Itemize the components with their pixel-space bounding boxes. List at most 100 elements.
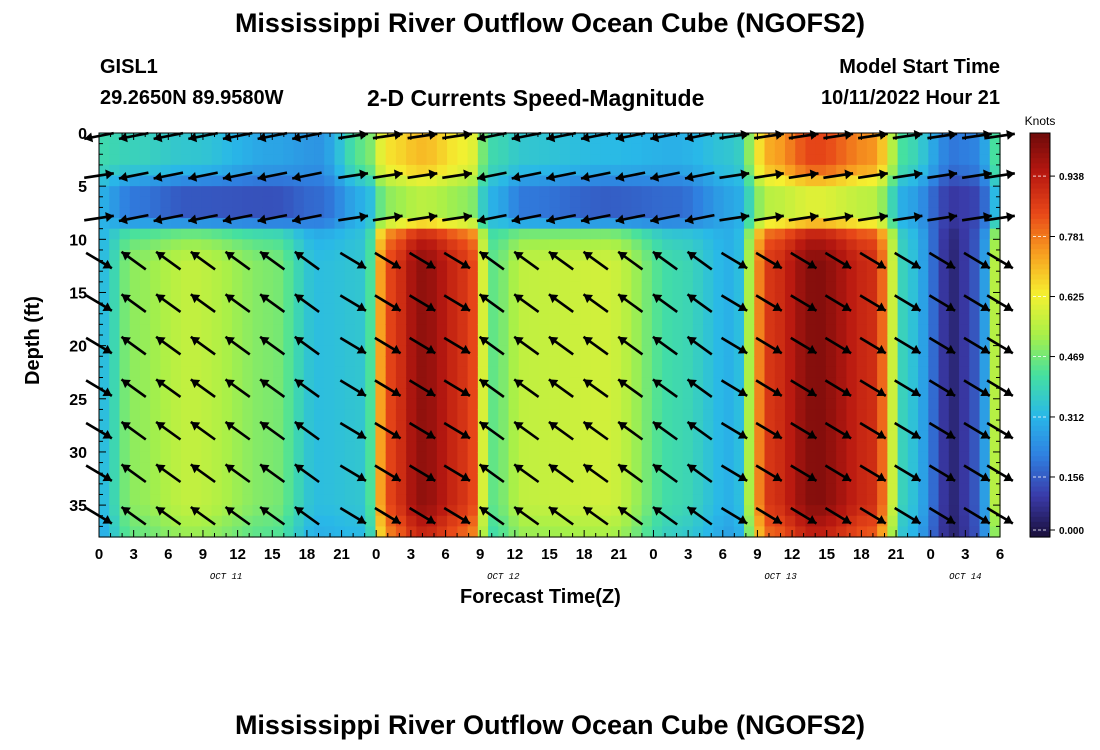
date-label: OCT 14 xyxy=(949,572,981,582)
heatmap-cell xyxy=(406,526,417,538)
heatmap-cell xyxy=(426,133,438,145)
heatmap-cell xyxy=(641,409,653,421)
heatmap-cell xyxy=(426,207,438,219)
heatmap-cell xyxy=(621,420,633,432)
heatmap-cell xyxy=(334,483,346,496)
heatmap-cell xyxy=(293,473,305,485)
heatmap-cell xyxy=(314,228,325,240)
heatmap-cell xyxy=(150,260,162,272)
heatmap-cell xyxy=(109,430,121,442)
heatmap-cell xyxy=(447,239,458,251)
heatmap-cell xyxy=(825,260,837,272)
heatmap-cell xyxy=(221,228,233,240)
heatmap-cell xyxy=(989,196,1001,209)
heatmap-cell xyxy=(293,451,305,464)
current-vector-arrow xyxy=(859,464,887,483)
heatmap-cell xyxy=(651,228,663,240)
heatmap-cell xyxy=(344,366,356,379)
current-vector-arrow xyxy=(374,251,402,270)
heatmap-cell xyxy=(170,324,182,336)
heatmap-cell xyxy=(139,228,151,240)
heatmap-cell xyxy=(477,345,489,357)
heatmap-cell xyxy=(856,345,868,357)
heatmap-cell xyxy=(529,409,540,421)
heatmap-cell xyxy=(406,398,417,411)
heatmap-cell xyxy=(897,356,909,368)
heatmap-cell xyxy=(160,366,172,379)
heatmap-cell xyxy=(928,260,940,272)
heatmap-cell xyxy=(621,505,633,517)
heatmap-cell xyxy=(948,228,960,240)
heatmap-cell xyxy=(252,207,264,219)
heatmap-cell xyxy=(150,186,162,198)
heatmap-cell xyxy=(334,324,346,336)
heatmap-cell xyxy=(641,313,653,325)
heatmap-cell xyxy=(744,515,755,527)
heatmap-cell xyxy=(242,409,254,421)
heatmap-cell xyxy=(825,218,837,230)
heatmap-cell xyxy=(631,292,643,304)
heatmap-cell xyxy=(887,143,899,155)
heatmap-cell xyxy=(416,483,428,496)
heatmap-cell xyxy=(580,281,592,294)
heatmap-cell xyxy=(713,313,725,325)
heatmap-cell xyxy=(641,303,653,315)
x-tick-label: 0 xyxy=(927,546,935,563)
heatmap-cell xyxy=(498,271,510,283)
heatmap-cell xyxy=(395,441,407,453)
heatmap-cell xyxy=(119,526,131,538)
heatmap-cell xyxy=(488,186,499,198)
heatmap-cell xyxy=(303,494,315,506)
heatmap-cell xyxy=(211,451,223,464)
heatmap-cell xyxy=(242,462,254,474)
heatmap-cell xyxy=(795,154,807,166)
heatmap-cell xyxy=(948,345,960,357)
heatmap-cell xyxy=(344,218,356,230)
heatmap-cell xyxy=(723,483,735,496)
heatmap-cell xyxy=(119,483,131,496)
heatmap-cell xyxy=(846,462,858,474)
heatmap-cell xyxy=(580,409,592,421)
heatmap-cell xyxy=(170,154,182,166)
heatmap-cell xyxy=(324,228,336,240)
heatmap-cell xyxy=(918,398,929,411)
heatmap-cell xyxy=(641,420,653,432)
heatmap-cell xyxy=(918,143,929,155)
heatmap-cell xyxy=(580,366,592,379)
current-vector-arrow xyxy=(894,379,922,398)
heatmap-cell xyxy=(979,409,991,421)
heatmap-cell xyxy=(682,175,694,187)
heatmap-cell xyxy=(774,164,786,177)
heatmap-cell xyxy=(866,515,878,527)
heatmap-cell xyxy=(600,494,612,506)
heatmap-cell xyxy=(170,186,182,198)
heatmap-cell xyxy=(150,164,162,177)
heatmap-cell xyxy=(559,473,571,485)
heatmap-cell xyxy=(447,494,458,506)
heatmap-cell xyxy=(549,133,561,145)
heatmap-cell xyxy=(856,526,868,538)
heatmap-cell xyxy=(784,207,796,219)
heatmap-cell xyxy=(600,441,612,453)
heatmap-cell xyxy=(242,164,254,177)
heatmap-cell xyxy=(784,398,796,411)
heatmap-cell xyxy=(621,526,633,538)
heatmap-cell xyxy=(406,207,417,219)
heatmap-cell xyxy=(836,483,848,496)
heatmap-cell xyxy=(395,345,407,357)
heatmap-cell xyxy=(447,271,458,283)
heatmap-cell xyxy=(877,143,888,155)
heatmap-cell xyxy=(518,260,530,272)
heatmap-cell xyxy=(569,420,581,432)
colorbar-segment xyxy=(1030,218,1050,225)
heatmap-cell xyxy=(406,409,417,421)
heatmap-cell xyxy=(539,388,551,400)
heatmap-cell xyxy=(365,377,377,389)
heatmap-cell xyxy=(959,420,970,432)
heatmap-cell xyxy=(621,515,633,527)
current-vector-arrow xyxy=(859,379,887,398)
heatmap-cell xyxy=(109,462,121,474)
heatmap-cell xyxy=(416,271,428,283)
heatmap-cell xyxy=(262,292,274,304)
heatmap-cell xyxy=(426,164,438,177)
